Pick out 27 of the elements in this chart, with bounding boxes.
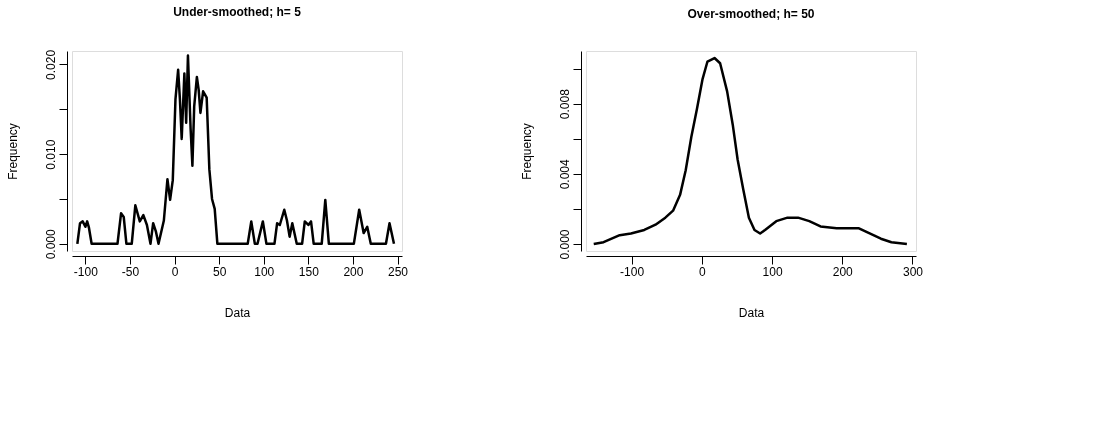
x-tick-label: 100 <box>254 264 275 279</box>
x-tick-label: 250 <box>388 264 409 279</box>
chart-title: Under-smoothed; h= 5 <box>173 5 302 20</box>
x-tick-label: -100 <box>620 264 645 279</box>
y-tick-label: 0.004 <box>557 158 572 190</box>
y-tick-label: 0.008 <box>557 88 572 120</box>
x-tick-label: 0 <box>171 264 179 279</box>
x-axis-title: Data <box>738 305 765 320</box>
y-tick-label: 0.020 <box>43 49 58 80</box>
x-tick-label: -100 <box>73 264 99 279</box>
y-axis-title: Frequency <box>519 123 534 180</box>
x-axis-title: Data <box>224 305 251 320</box>
x-tick-label: 0 <box>699 264 707 279</box>
y-tick-label: 0.010 <box>43 139 58 170</box>
line-series <box>76 54 396 246</box>
x-tick-label: 150 <box>298 264 320 279</box>
line-series <box>592 56 909 246</box>
x-tick-label: -50 <box>121 264 140 279</box>
y-tick-label: 0.000 <box>43 228 58 260</box>
chart-title: Over-smoothed; h= 50 <box>687 7 815 21</box>
x-tick-label: 200 <box>832 264 854 279</box>
x-tick-label: 200 <box>343 264 364 279</box>
x-tick-label: 50 <box>212 264 227 279</box>
y-tick-label: 0.000 <box>557 229 572 260</box>
x-tick-label: 100 <box>762 264 783 279</box>
x-tick-label: 300 <box>902 264 924 279</box>
y-axis-title: Frequency <box>5 123 20 180</box>
